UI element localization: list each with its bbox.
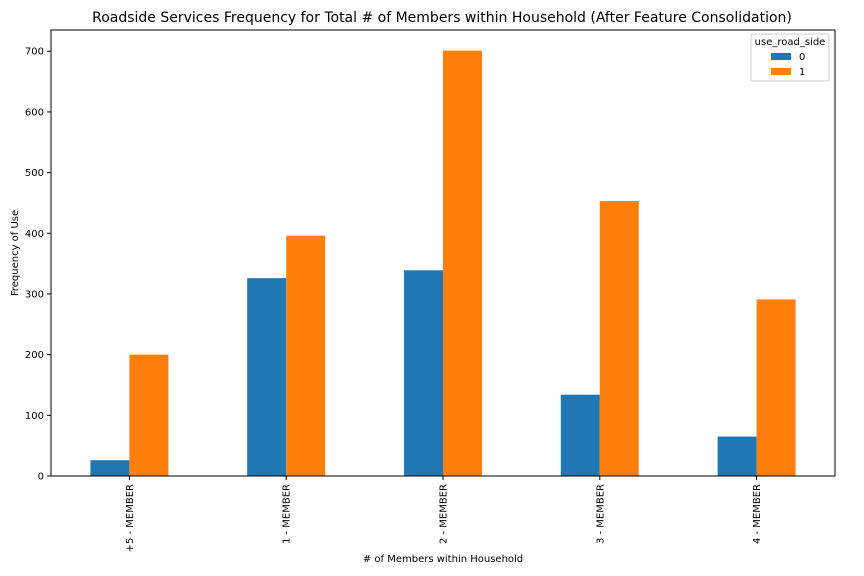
bar-series-1-2: [443, 50, 482, 476]
plot-area: 0 100 200 300 400 500 600 700 +5 - MEMBER 1 - MEM…: [25, 47, 796, 552]
x-tick-label: +5 - MEMBER: [125, 484, 136, 552]
bar-series-0-2: [404, 270, 443, 476]
bar-series-0-0: [90, 460, 130, 476]
bar-series-0-3: [560, 394, 600, 476]
x-tick-label: 3 - MEMBER: [595, 484, 606, 544]
bar-series-1-3: [599, 201, 639, 476]
y-tick-label: 0: [38, 472, 44, 483]
x-tick-label: 1 - MEMBER: [282, 484, 293, 544]
bar-series-0-4: [717, 436, 757, 476]
bar-series-1-0: [129, 354, 169, 476]
plot-frame: [50, 29, 836, 477]
x-axis-label: # of Members within Household: [363, 554, 523, 565]
chart-title: Roadside Services Frequency for Total # …: [92, 10, 792, 26]
y-tick-label: 400: [25, 229, 44, 240]
x-tick-label: 4 - MEMBER: [752, 484, 763, 544]
bar-series-1-4: [756, 299, 796, 476]
legend: use_road_side 0 1: [750, 33, 830, 82]
bar-series-0-1: [247, 278, 287, 476]
y-tick-label: 600: [25, 107, 44, 118]
y-axis-label: Frequency of Use: [10, 210, 21, 296]
y-tick-label: 700: [25, 47, 44, 58]
x-tick-label: 2 - MEMBER: [439, 484, 450, 544]
bar-series-1-1: [286, 235, 326, 476]
legend-label-series-0: 0: [799, 52, 805, 63]
y-tick-label: 100: [25, 411, 44, 422]
y-tick-label: 300: [25, 289, 44, 300]
legend-label-series-1: 1: [799, 67, 805, 78]
legend-swatch-series-0: [771, 53, 791, 60]
legend-swatch-series-1: [771, 68, 791, 75]
y-tick-label: 500: [25, 168, 44, 179]
y-tick-label: 200: [25, 350, 44, 361]
legend-title: use_road_side: [755, 37, 826, 48]
